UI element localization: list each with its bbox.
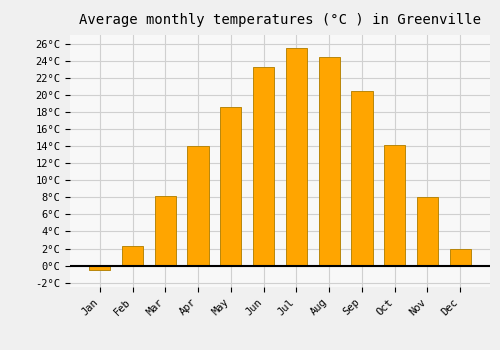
Bar [253, 66, 274, 266]
Bar [417, 197, 438, 266]
Bar [352, 91, 372, 266]
Bar [286, 48, 307, 266]
Bar [318, 57, 340, 266]
Title: Average monthly temperatures (°C ) in Greenville: Average monthly temperatures (°C ) in Gr… [79, 13, 481, 27]
Bar [154, 196, 176, 266]
Bar [188, 146, 208, 266]
Bar [384, 145, 406, 266]
Bar [122, 246, 143, 266]
Bar [220, 107, 242, 266]
Bar [89, 266, 110, 270]
Bar [450, 248, 471, 266]
